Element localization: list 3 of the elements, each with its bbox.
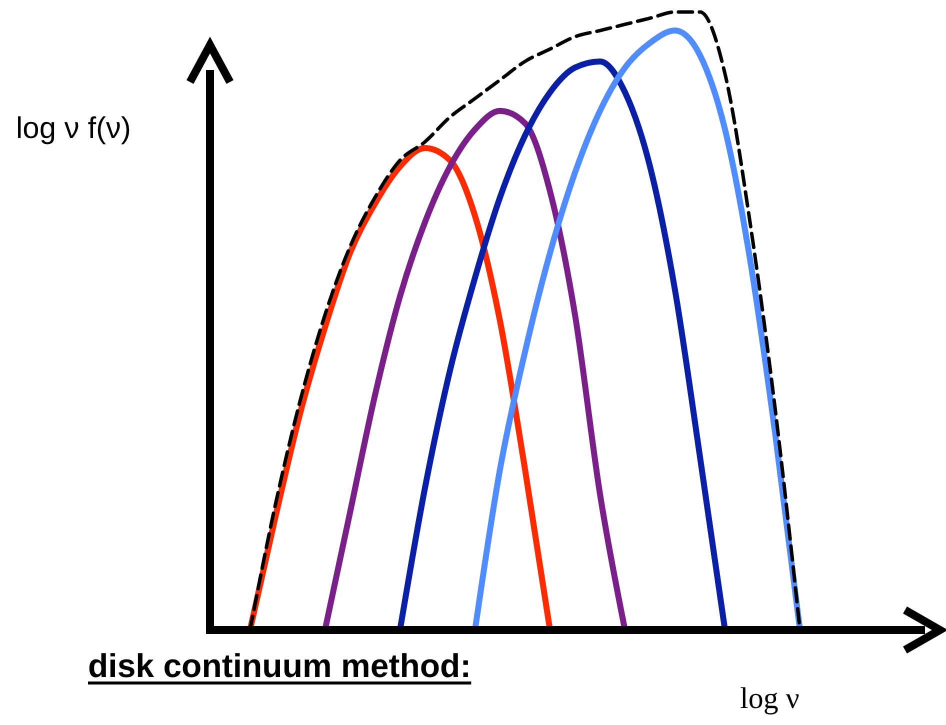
text: disk continuum method: — [88, 647, 472, 684]
y-axis-title: log ν f(ν) — [16, 112, 132, 145]
x-axis-title: log ν — [740, 682, 800, 715]
